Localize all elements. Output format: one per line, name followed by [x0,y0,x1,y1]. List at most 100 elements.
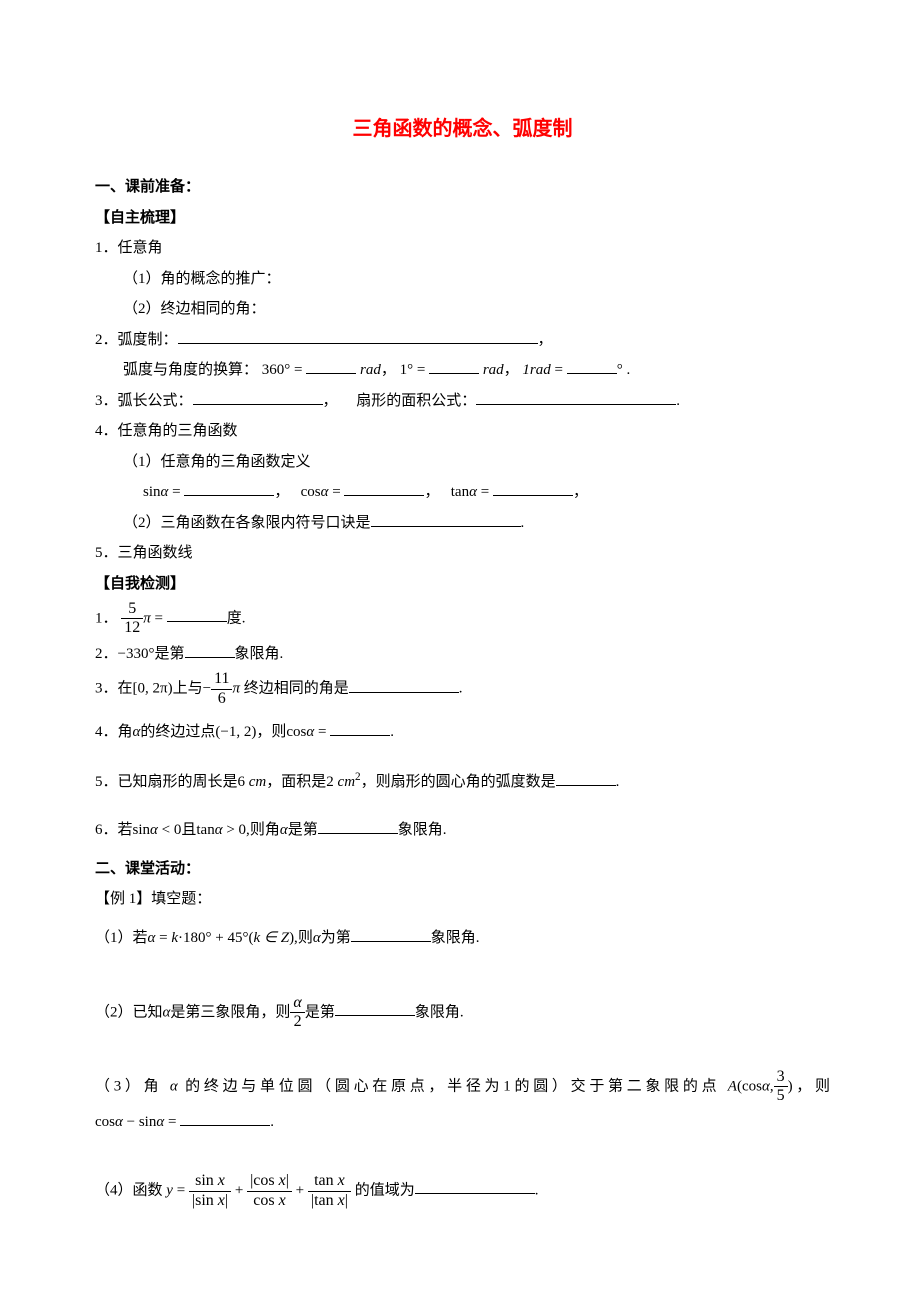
blank [167,606,227,623]
item-4-a: （1）任意角的三角函数定义 [123,448,830,477]
item-1-a: （1）角的概念的推广： [123,265,830,294]
q3: 3．在[0, 2π)上与−116π 终边相同的角是. [95,670,830,708]
mid1: 的终边与单位圆（圆心在原点，半径为 [185,1078,503,1094]
alpha: α [321,484,329,500]
frac1: sin x|sin x| [189,1172,231,1210]
interval: [0, 2π) [133,681,173,697]
dot: . [676,393,680,409]
num: α [290,994,304,1013]
mid1: ，面积是 [266,774,326,790]
and: 且 [181,822,196,838]
gt: > 0, [223,822,250,838]
sin: sin [139,1114,157,1130]
dot: . [459,681,463,697]
page-title: 三角函数的概念、弧度制 [95,110,830,148]
item-1: 1．任意角 [95,234,830,263]
y: y [166,1182,173,1198]
cos: cos [95,1114,115,1130]
cos: cos [301,484,321,500]
lt: < 0 [158,822,181,838]
minus: − [123,1114,139,1130]
p2: （2）已知α是第三象限角，则α2是第象限角. [95,994,830,1032]
frac3: tan x|tan x| [308,1172,351,1210]
alpha: α [115,1114,123,1130]
A: A [728,1078,737,1094]
p3-line2: cosα − sinα = . [95,1108,830,1137]
q6: 6．若sinα < 0且tanα > 0,则角α是第象限角. [95,816,830,845]
q1: 1． 512π = 度. [95,600,830,638]
rad: rad [360,362,381,378]
p3-line1: （3）角 α 的终边与单位圆（圆心在原点，半径为1的圆）交于第二象限的点 A(c… [95,1068,830,1106]
is: 为第 [321,930,351,946]
blank [567,358,617,375]
pre: 4．角 [95,724,133,740]
dot: . [521,515,525,531]
one: 1 [503,1078,511,1094]
q2: 2．−330°是第象限角. [95,640,830,669]
mid2: ，则 [256,724,286,740]
dot: . [616,774,620,790]
item-4-b: （2）三角函数在各象限内符号口诀是. [123,509,830,538]
cp: ), [289,930,298,946]
den: |sin x| [189,1192,231,1210]
eq: = [551,362,567,378]
tan: tan [196,822,214,838]
den: 6 [211,690,232,708]
plus2: + [292,1182,308,1198]
item-1-b: （2）终边相同的角： [123,295,830,324]
den: 2 [290,1013,304,1031]
eq: = [329,484,345,500]
post: 象限角 [415,1004,460,1020]
alpha3: α [280,822,288,838]
eq: = [314,724,330,740]
cm: cm [249,774,267,790]
alpha: α [170,1078,178,1094]
blank [349,676,459,693]
sep: ， [424,484,432,500]
deg360: 360° [262,362,291,378]
blank [371,510,521,527]
mid: 的值域为 [355,1182,415,1198]
alpha2: α [313,930,321,946]
frac2: |cos x|cos x [247,1172,292,1210]
alpha: α [469,484,477,500]
alpha2: α [215,822,223,838]
pre: 5．已知扇形的周长是 [95,774,238,790]
num: tan x [308,1172,351,1191]
q1-pre: 1． [95,610,118,626]
blank [351,925,431,942]
post: 象限角 [431,930,476,946]
fraction: 35 [774,1068,788,1106]
fraction: 512 [121,600,143,638]
mid: 是第 [154,646,184,662]
blank [180,1109,270,1126]
blank [318,818,398,835]
sin: sin [133,822,151,838]
neg: − [203,681,211,697]
blank [415,1178,535,1195]
blank [306,358,356,375]
p: 6 [238,774,246,790]
sin: sin [143,484,161,500]
eq: = [168,484,184,500]
den: cos x [247,1192,292,1210]
cm2: cm [338,774,356,790]
arc-pre: 3．弧长公式： [95,393,193,409]
angle: −330° [118,646,155,662]
item-3: 3．弧长公式：， 扇形的面积公式：. [95,387,830,416]
num: 5 [121,600,143,619]
eq: = [155,930,171,946]
example-1: 【例 1】填空题： [95,885,830,914]
item-2: 2．弧度制：， [95,326,830,355]
pre: 3．在 [95,681,133,697]
blank [493,480,573,497]
mid1b: 的圆）交于第二象限的点 [511,1078,721,1094]
q4: 4．角α的终边过点(−1, 2)，则cosα = . [95,718,830,747]
pi: π [232,681,240,697]
pre: （3）角 [95,1078,162,1094]
dot: . [443,822,447,838]
dot: . [390,724,394,740]
item-2-pre: 2．弧度制： [95,332,178,348]
label: （2）三角函数在各象限内符号口诀是 [123,515,371,531]
item-5: 5．三角函数线 [95,539,830,568]
